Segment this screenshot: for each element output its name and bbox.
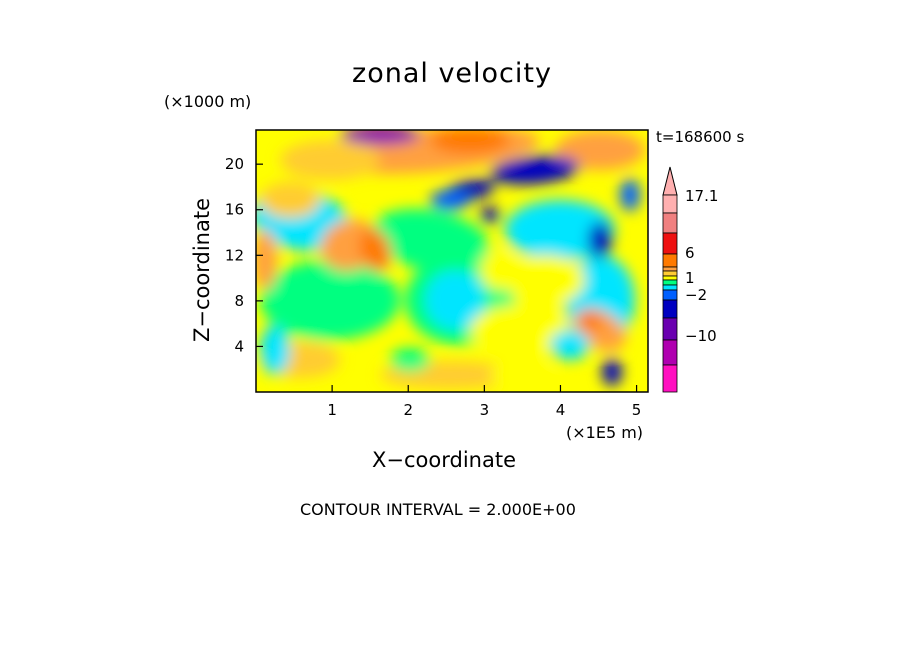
field-patch <box>505 255 585 305</box>
colorbar: 17.1 6 1−2 −10 <box>662 166 718 393</box>
field-patch <box>602 358 622 386</box>
colorbar-segment <box>662 270 678 277</box>
colorbar-label: 6 <box>685 244 695 262</box>
y-tick-label-20: 20 <box>225 155 244 173</box>
field-patch <box>480 207 500 223</box>
x-tick-label-3: 3 <box>480 401 490 419</box>
colorbar-segment <box>662 212 678 234</box>
velocity-field <box>256 130 648 392</box>
x-tick-label-4: 4 <box>556 401 566 419</box>
field-patch <box>620 179 640 211</box>
field-patch <box>588 222 612 258</box>
field-patch <box>260 260 400 340</box>
y-tick-label-16: 16 <box>225 201 244 219</box>
colorbar-segment <box>662 289 678 301</box>
colorbar-segment <box>662 299 678 319</box>
field-patch <box>280 140 380 180</box>
colorbar-label: −2 <box>685 286 707 304</box>
field-patch <box>425 270 485 330</box>
colorbar-segment <box>662 317 678 341</box>
colorbar-segment <box>662 279 678 286</box>
y-axis: 4 8 12 16 20 <box>225 155 263 355</box>
field-patch <box>470 305 570 355</box>
field-patch <box>260 325 290 375</box>
colorbar-segment <box>662 194 678 214</box>
contour-interval-label: CONTOUR INTERVAL = 2.000E+00 <box>300 500 576 519</box>
field-patch <box>430 130 510 154</box>
field-patch <box>505 200 615 260</box>
colorbar-label: 1 <box>685 269 695 287</box>
field-patch <box>355 130 405 142</box>
colorbar-label: 17.1 <box>685 187 718 205</box>
field-patch <box>260 182 320 218</box>
x-tick-label-5: 5 <box>632 401 642 419</box>
plot-frame <box>255 129 649 393</box>
colorbar-segment <box>662 339 678 366</box>
chart-title: zonal velocity <box>352 58 552 89</box>
field-patch <box>480 250 520 290</box>
colorbar-segment <box>662 253 678 268</box>
field-patch <box>256 230 277 290</box>
field-patch <box>555 130 645 170</box>
y-axis-label: Z−coordinate <box>190 198 214 342</box>
colorbar-segment <box>662 266 678 272</box>
field-patch <box>430 190 470 210</box>
field-patch <box>550 330 590 360</box>
colorbar-arrow <box>662 166 678 196</box>
x-axis: 1 2 3 4 5 <box>327 385 641 419</box>
field-patch <box>578 309 602 331</box>
field-patch <box>359 228 391 272</box>
time-label: t=168600 s <box>656 128 745 146</box>
y-tick-label-4: 4 <box>234 337 244 355</box>
colorbar-label: −10 <box>685 327 717 345</box>
y-tick-label-12: 12 <box>225 246 244 264</box>
colorbar-segment <box>662 284 678 291</box>
colorbar-segment <box>662 275 678 281</box>
x-tick-label-2: 2 <box>403 401 413 419</box>
field-patch <box>490 363 550 387</box>
colorbar-segment <box>662 364 678 393</box>
field-patch <box>390 348 430 372</box>
x-unit-label: (×1E5 m) <box>566 423 644 442</box>
field-patch <box>490 155 580 185</box>
x-tick-label-1: 1 <box>327 401 337 419</box>
field-patch <box>370 208 490 272</box>
x-axis-label: X−coordinate <box>372 448 516 472</box>
z-unit-label: (×1000 m) <box>164 92 252 111</box>
y-tick-label-8: 8 <box>234 292 244 310</box>
colorbar-segment <box>662 232 678 255</box>
